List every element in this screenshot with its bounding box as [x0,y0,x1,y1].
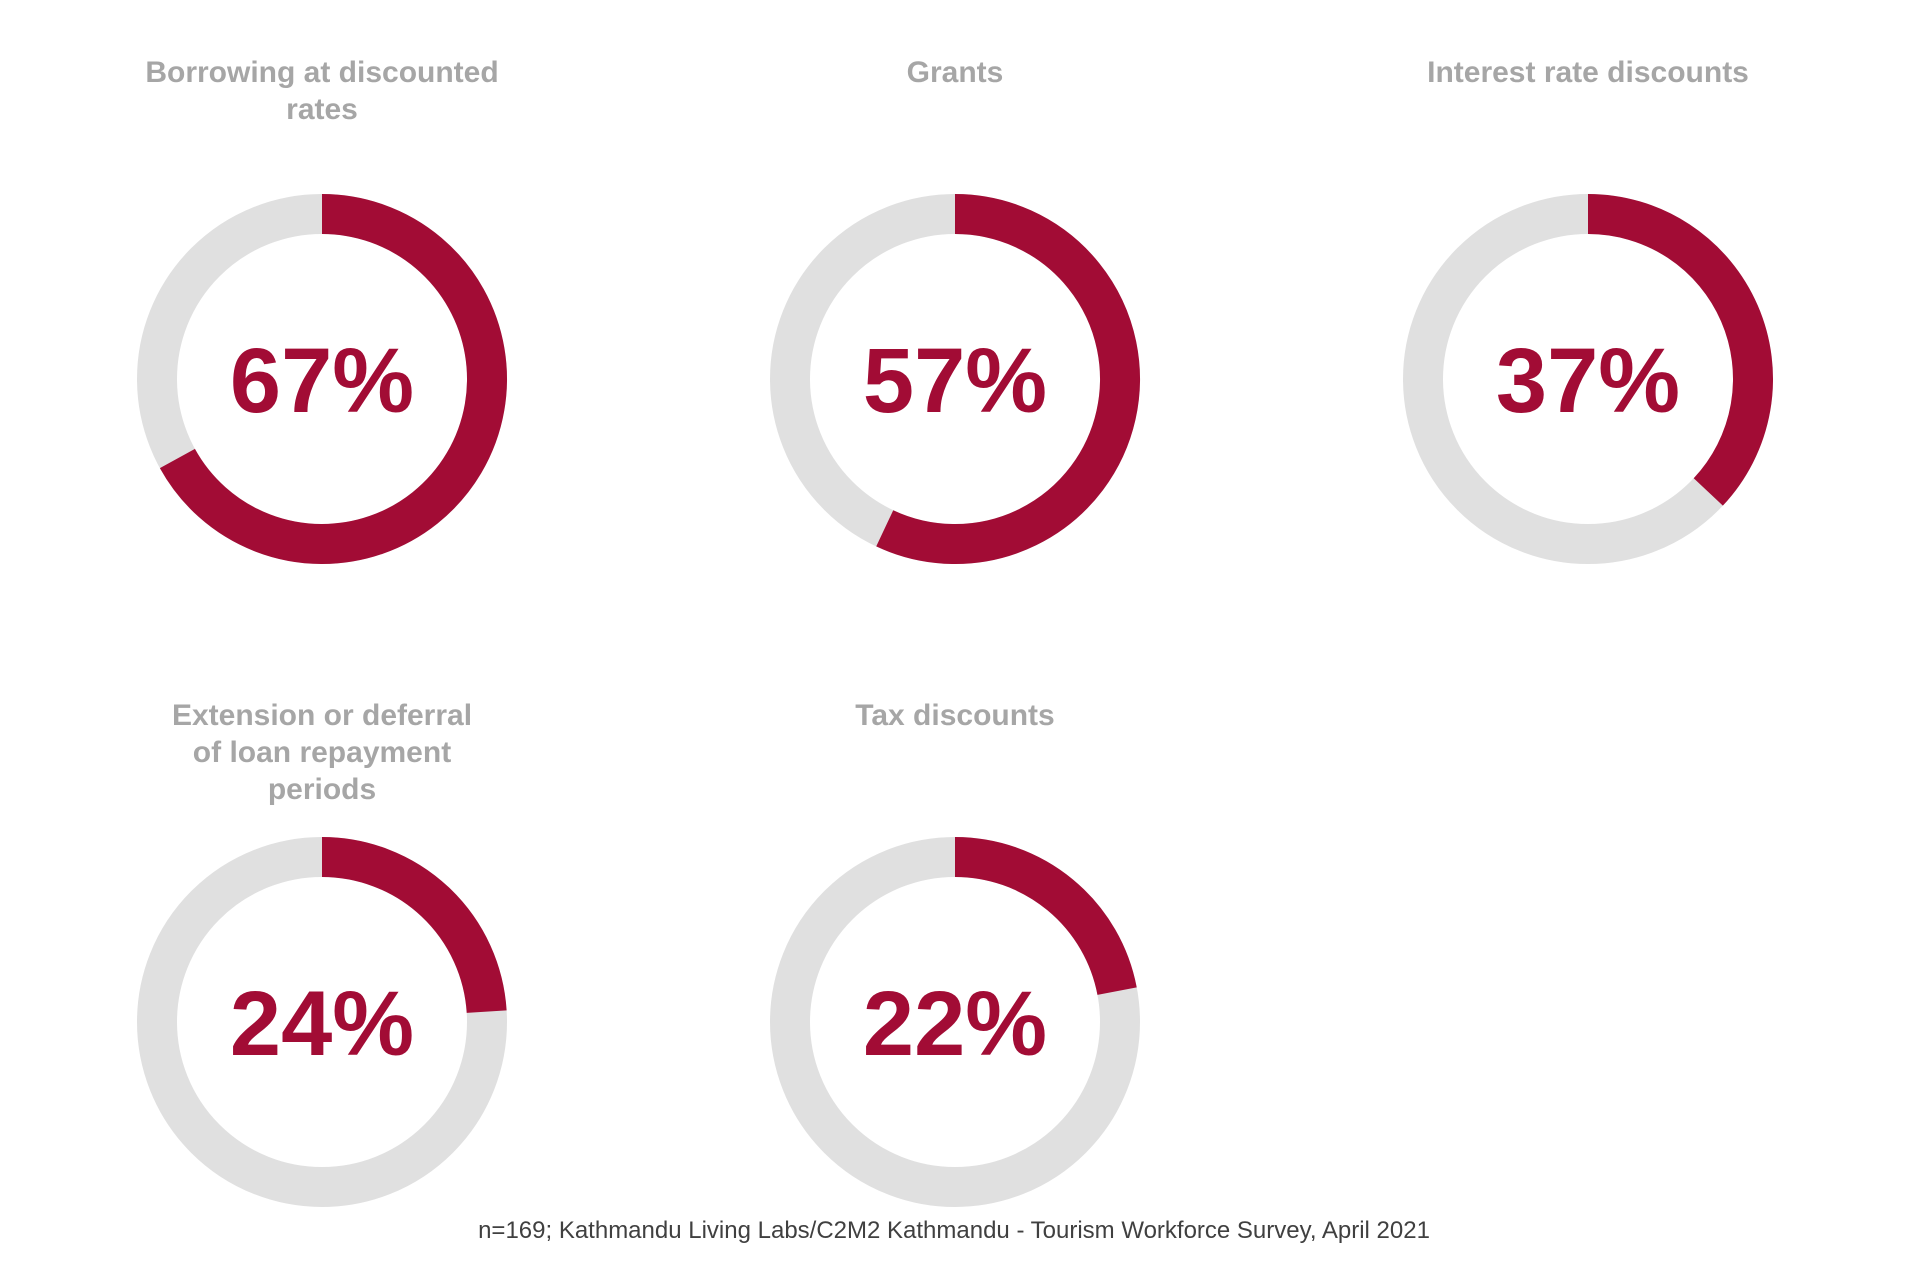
donut-tile-interest: Interest rate discounts 37% [1308,54,1868,574]
donut-tile-grants: Grants 57% [675,54,1235,574]
donut-tile-tax: Tax discounts 22% [675,697,1235,1217]
donut-chart-extension: 24% [137,837,507,1207]
donut-chart-interest: 37% [1403,194,1773,564]
donut-title-tax: Tax discounts [855,699,1055,732]
donut-value-interest: 37% [1496,330,1680,432]
donut-chart-borrowing: 67% [137,194,507,564]
donut-value-extension: 24% [230,973,414,1075]
donut-arc-borrowing [159,194,507,564]
source-note: n=169; Kathmandu Living Labs/C2M2 Kathma… [478,1217,1430,1244]
donut-arc-interest [1587,194,1773,506]
donut-arc-extension [321,837,507,1014]
donut-title-interest: Interest rate discounts [1427,56,1749,89]
donut-arc-grants [876,194,1140,564]
donut-arc-tax [954,837,1137,996]
donut-value-tax: 22% [863,973,1047,1075]
donut-value-borrowing: 67% [230,330,414,432]
donut-title-borrowing: Borrowing at discounted rates [145,56,499,126]
donut-tile-extension: Extension or deferral of loan repayment … [42,697,602,1217]
donut-tile-borrowing: Borrowing at discounted rates 67% [42,54,602,574]
donut-chart-grants: 57% [770,194,1140,564]
donut-chart-tax: 22% [770,837,1140,1207]
donut-value-grants: 57% [863,330,1047,432]
donut-title-grants: Grants [906,56,1004,89]
donut-title-extension: Extension or deferral of loan repayment … [171,699,473,806]
